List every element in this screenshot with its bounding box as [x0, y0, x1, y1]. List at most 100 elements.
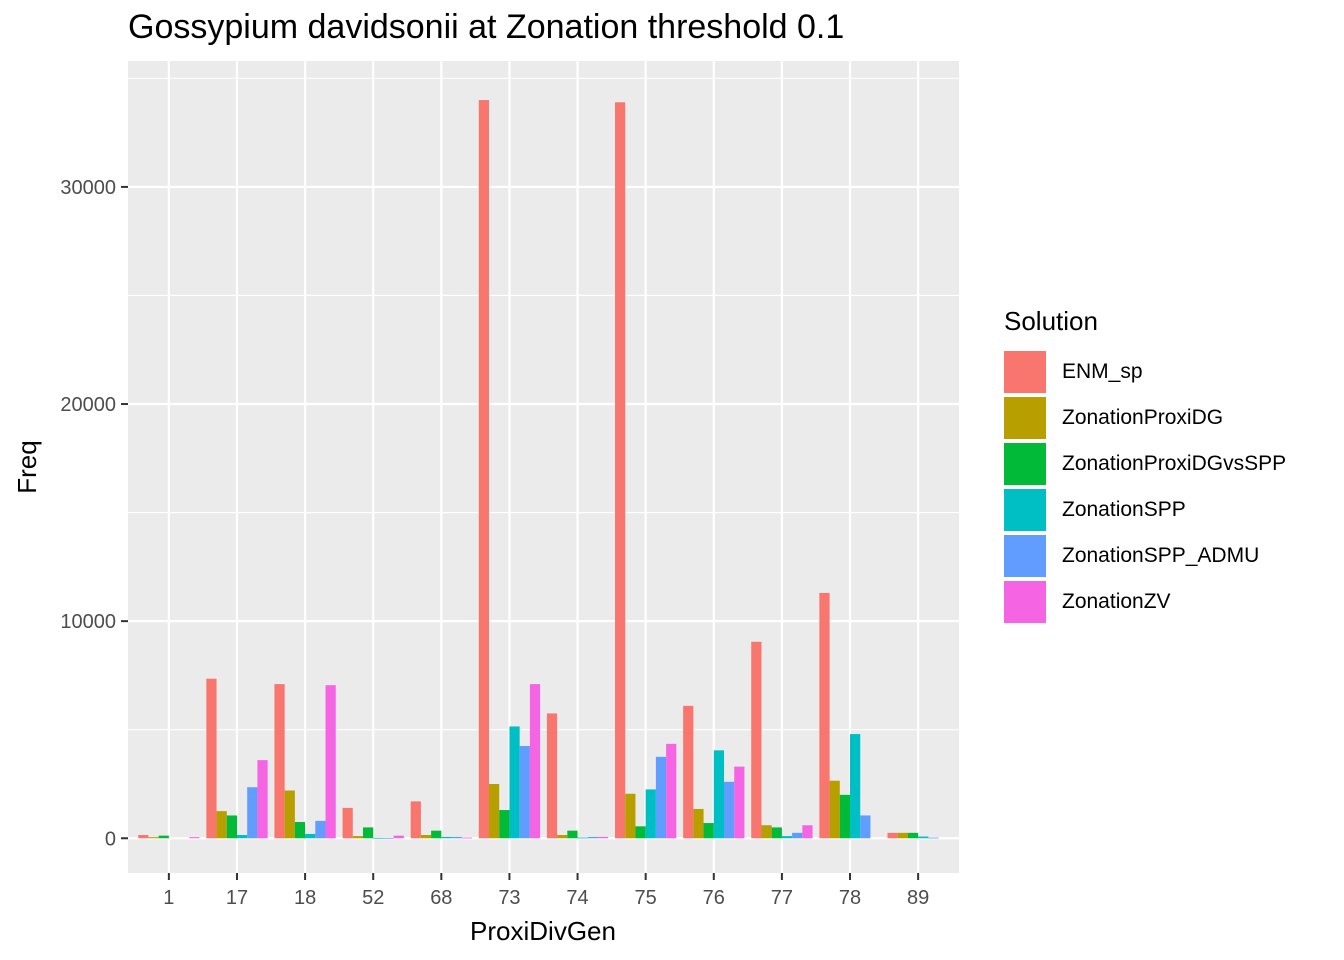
- x-tick-label: 77: [771, 887, 793, 909]
- bar: [897, 832, 908, 839]
- bar: [625, 793, 636, 839]
- bar: [478, 100, 490, 839]
- y-tick-label: 10000: [60, 611, 116, 633]
- bar: [352, 836, 363, 839]
- x-tick-label: 73: [498, 887, 520, 909]
- bar: [305, 833, 316, 839]
- bar: [274, 684, 285, 839]
- legend-title: Solution: [1004, 306, 1098, 336]
- bar: [761, 825, 772, 839]
- bar: [703, 823, 714, 839]
- bar: [373, 837, 384, 839]
- bar: [802, 825, 813, 839]
- x-axis: 1 17 18 52 68 73 74 75 76 77 78 89: [163, 873, 929, 909]
- bar: [410, 801, 421, 839]
- legend-item: ZonationSPP_ADMU: [1004, 533, 1286, 579]
- bar: [451, 836, 462, 839]
- bar: [771, 827, 782, 839]
- bar: [615, 102, 626, 839]
- bar: [734, 766, 745, 839]
- legend-label: ZonationProxiDG: [1062, 406, 1224, 429]
- y-axis: 0 10000 20000 30000: [60, 177, 128, 850]
- legend-label: ZonationSPP: [1062, 498, 1186, 521]
- bar: [284, 790, 295, 839]
- bar: [655, 756, 667, 839]
- bar: [819, 592, 830, 839]
- bar: [860, 815, 871, 839]
- bar: [839, 794, 851, 839]
- bar: [257, 760, 268, 839]
- x-tick-label: 89: [907, 887, 929, 909]
- x-tick-label: 17: [226, 887, 248, 909]
- y-axis-label: Freq: [12, 440, 42, 493]
- bar: [792, 832, 803, 839]
- bar: [236, 835, 248, 839]
- legend-item: ZonationSPP: [1004, 487, 1286, 533]
- bar: [499, 810, 510, 839]
- legend-key: [1004, 535, 1046, 577]
- legend-item: ENM_sp: [1004, 349, 1286, 395]
- bar: [781, 836, 793, 839]
- x-tick-label: 75: [635, 887, 657, 909]
- bar: [918, 836, 929, 839]
- legend-key: [1004, 351, 1046, 393]
- bar: [325, 685, 336, 839]
- x-tick-label: 52: [362, 887, 384, 909]
- x-tick-label: 68: [430, 887, 452, 909]
- x-tick-label: 74: [566, 887, 588, 909]
- bar: [724, 781, 735, 839]
- bar: [441, 836, 452, 839]
- legend-label: ZonationSPP_ADMU: [1062, 544, 1260, 567]
- bar: [431, 830, 442, 839]
- bar: [683, 705, 694, 839]
- bar: [546, 713, 558, 839]
- legend-key: [1004, 443, 1046, 485]
- bar: [148, 837, 159, 839]
- bar: [158, 835, 169, 839]
- legend-items: ENM_sp ZonationProxiDG ZonationProxiDGvsSP…: [1004, 349, 1286, 625]
- x-tick-label: 78: [839, 887, 861, 909]
- bar: [489, 783, 500, 839]
- x-tick-label: 1: [163, 887, 174, 909]
- bar: [751, 641, 762, 839]
- y-tick-label: 30000: [60, 177, 116, 199]
- bar: [342, 807, 353, 839]
- legend-item: ZonationProxiDG: [1004, 395, 1286, 441]
- bar: [557, 835, 568, 839]
- bar: [420, 835, 432, 839]
- bar: [189, 837, 200, 839]
- bar: [206, 678, 217, 839]
- bar: [529, 684, 541, 839]
- legend-item: ZonationZV: [1004, 579, 1286, 625]
- bar: [693, 808, 704, 839]
- bar: [587, 836, 598, 839]
- legend-label: ZonationProxiDGvsSPP: [1062, 452, 1287, 475]
- y-tick-label: 20000: [60, 394, 116, 416]
- legend-key: [1004, 397, 1046, 439]
- x-tick-label: 76: [703, 887, 725, 909]
- bar: [928, 837, 939, 839]
- bar: [226, 815, 237, 839]
- bar: [294, 821, 306, 839]
- bar: [635, 826, 646, 839]
- legend-label: ZonationZV: [1062, 590, 1171, 613]
- bar: [383, 837, 394, 839]
- bar: [567, 830, 578, 839]
- y-tick-label: 0: [105, 828, 116, 850]
- bar: [362, 827, 374, 839]
- bar: [829, 780, 840, 839]
- bar: [907, 832, 919, 839]
- bar: [519, 745, 530, 839]
- bar: [713, 750, 725, 839]
- bar: [666, 743, 677, 839]
- legend-item: ZonationProxiDGvsSPP: [1004, 441, 1286, 487]
- bar: [138, 835, 149, 839]
- bar: [577, 837, 588, 839]
- bar: [645, 789, 656, 839]
- legend-key: [1004, 489, 1046, 531]
- bar: [887, 832, 898, 839]
- bar: [597, 836, 609, 839]
- bar: [315, 820, 326, 839]
- bar: [461, 837, 472, 839]
